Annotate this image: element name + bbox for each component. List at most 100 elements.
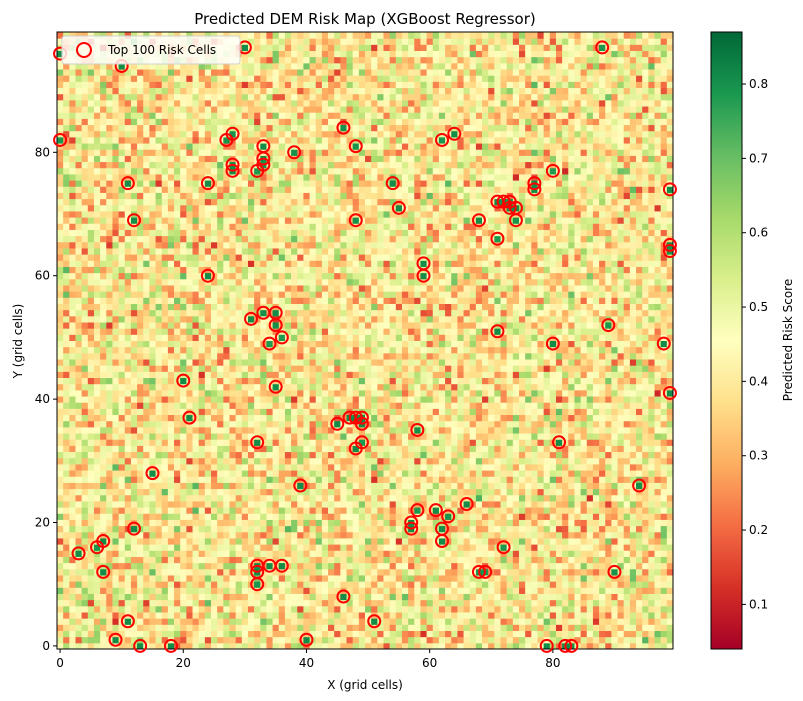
heatmap-cell [445,476,452,483]
heatmap-cell [321,408,329,416]
heatmap-cell [309,402,317,409]
heatmap-cell [377,574,384,582]
heatmap-cell [586,433,594,440]
heatmap-cell [469,365,477,372]
heatmap-cell [57,457,64,465]
heatmap-cell [69,519,76,527]
heatmap-cell [93,630,101,638]
heatmap-cell [266,581,274,588]
heatmap-cell [130,482,138,490]
heatmap-cell [75,618,83,625]
heatmap-cell [57,531,64,539]
heatmap-cell [469,642,477,650]
heatmap-cell [500,581,508,588]
heatmap-cell [334,574,341,582]
heatmap-cell [75,340,83,348]
heatmap-cell [137,587,144,594]
heatmap-cell [328,488,335,496]
heatmap-cell [636,605,643,613]
heatmap-cell [93,636,101,644]
heatmap-cell [211,402,218,409]
heatmap-cell [229,426,237,434]
heatmap-cell [137,482,144,490]
heatmap-cell [272,494,280,502]
heatmap-cell [297,513,304,520]
heatmap-cell [432,433,440,440]
heatmap-cell [469,574,477,582]
heatmap-cell [266,414,274,422]
heatmap-cell [272,365,280,372]
heatmap-cell [63,433,70,440]
heatmap-cell [432,636,440,644]
heatmap-cell [309,550,317,557]
heatmap-cell [118,519,126,527]
heatmap-cell [469,445,477,453]
heatmap-cell [291,537,298,545]
heatmap-cell [328,618,335,625]
heatmap-cell [100,642,107,650]
heatmap-cell [395,531,403,539]
heatmap-cell [660,445,668,453]
heatmap-cell [118,408,126,416]
heatmap-cell [266,340,274,348]
heatmap-cell [599,544,606,551]
heatmap-cell [211,531,218,539]
heatmap-cell [629,556,637,564]
heatmap-cell [321,507,329,514]
heatmap-cell [118,513,126,520]
heatmap-cell [186,507,194,514]
heatmap-cell [395,445,403,453]
heatmap-cell [666,451,674,459]
heatmap-cell [75,389,83,397]
heatmap-cell [309,445,317,453]
heatmap-cell [106,352,113,360]
heatmap-cell [161,476,169,483]
heatmap-cell [260,346,267,354]
heatmap-cell [445,346,452,354]
heatmap-cell [130,624,138,631]
heatmap-cell [426,636,434,644]
heatmap-cell [401,630,409,638]
heatmap-cell [198,359,206,366]
heatmap-cell [204,476,212,483]
heatmap-cell [512,500,520,508]
heatmap-cell [235,426,243,434]
heatmap-cell [574,488,582,496]
heatmap-cell [543,470,551,477]
heatmap-cell [420,636,428,644]
heatmap-cell [445,439,452,446]
heatmap-cell [149,420,157,428]
heatmap-cell [531,377,538,385]
heatmap-cell [87,599,95,607]
heatmap-cell [611,611,619,619]
heatmap-cell [260,624,267,631]
heatmap-cell [531,426,538,434]
heatmap-cell [204,568,212,576]
heatmap-cell [432,488,440,496]
heatmap-cell [272,408,280,416]
heatmap-cell [247,365,255,372]
heatmap-cell [389,531,397,539]
heatmap-cell [297,463,304,471]
heatmap-cell [143,482,150,490]
heatmap-cell [432,531,440,539]
heatmap-cell [401,383,409,391]
heatmap-cell [457,396,465,403]
heatmap-cell [537,365,545,372]
heatmap-cell [57,611,64,619]
heatmap-cell [63,383,70,391]
heatmap-cell [186,624,194,631]
heatmap-cell [519,402,526,409]
heatmap-cell [247,531,255,539]
heatmap-cell [124,352,132,360]
heatmap-cell [192,420,200,428]
heatmap-cell [211,611,218,619]
heatmap-cell [149,525,157,533]
heatmap-cell [315,371,323,379]
heatmap-cell [383,352,391,360]
heatmap-cell [562,519,569,527]
heatmap-cell [93,457,101,465]
heatmap-cell [525,568,532,576]
heatmap-cell [118,568,126,576]
heatmap-cell [574,605,582,613]
